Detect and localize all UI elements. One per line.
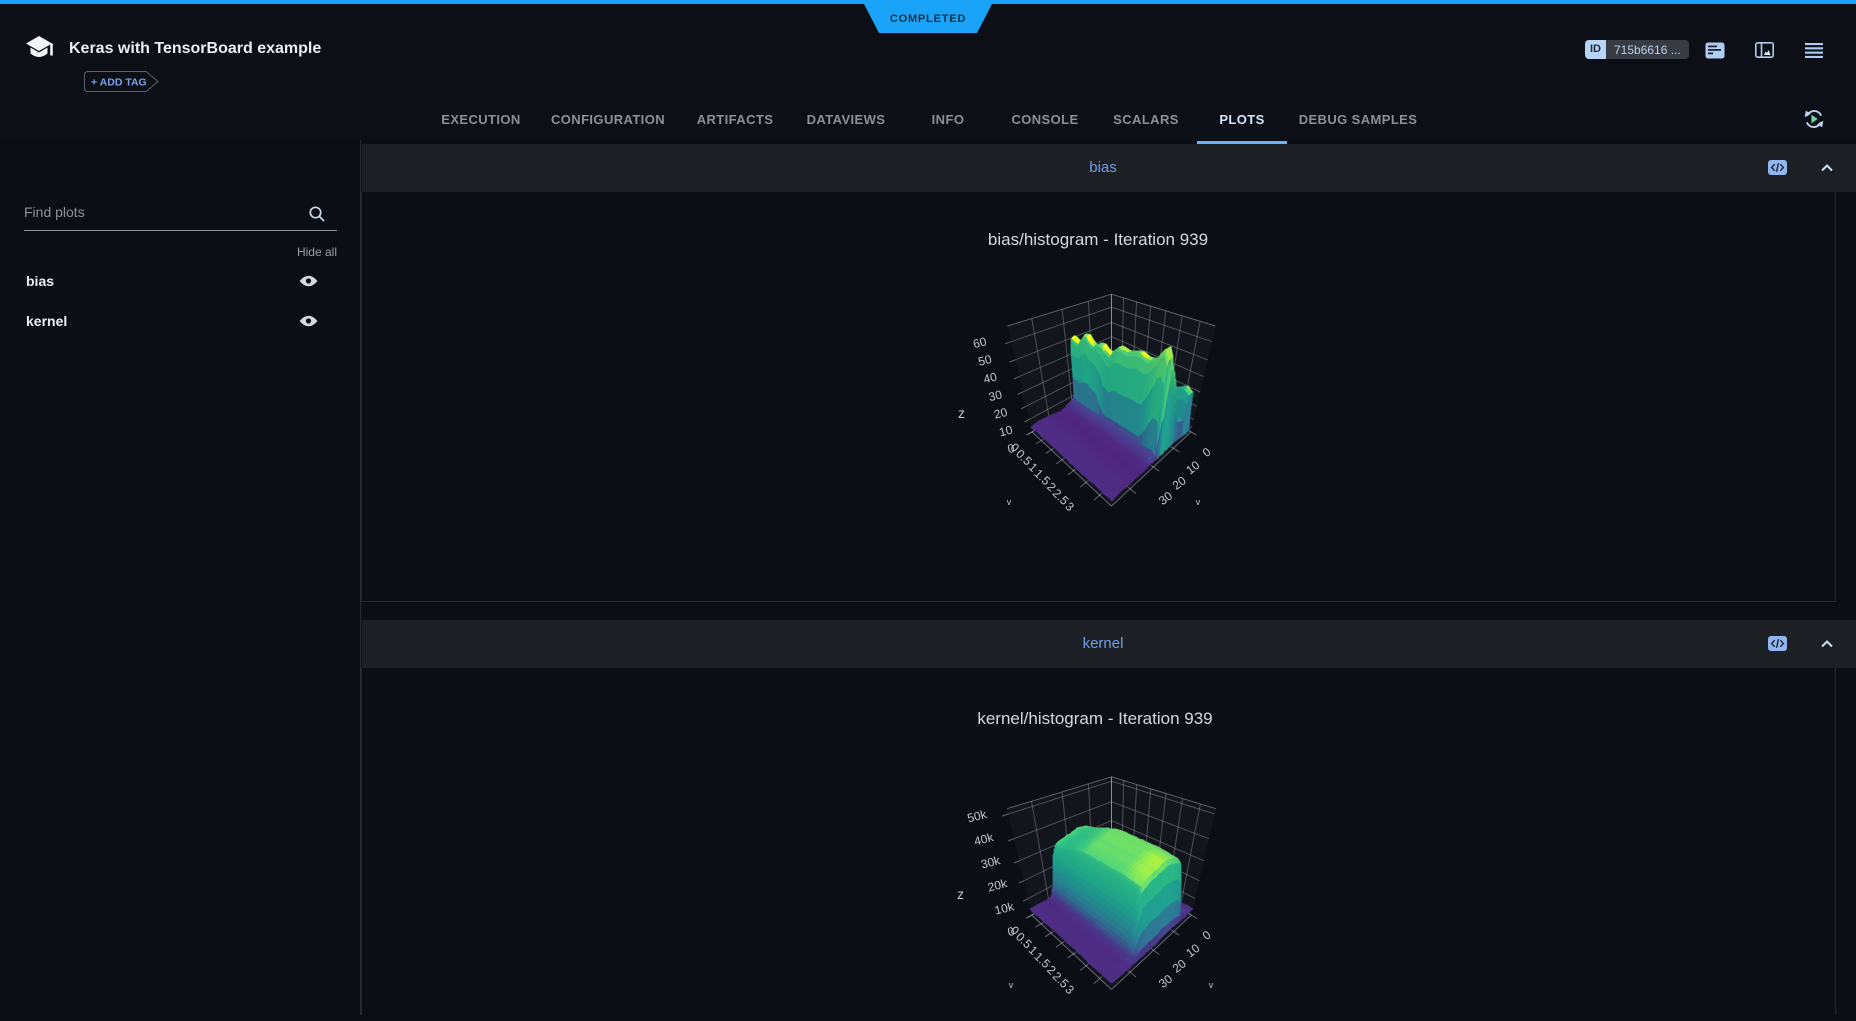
svg-text:20k: 20k [986, 876, 1009, 895]
svg-text:30: 30 [1156, 972, 1175, 991]
svg-text:+ ADD TAG: + ADD TAG [91, 77, 147, 89]
svg-text:40: 40 [982, 370, 999, 387]
svg-text:10: 10 [1183, 941, 1202, 960]
svg-text:30: 30 [1156, 489, 1175, 508]
svg-text:0: 0 [1200, 928, 1214, 943]
svg-text:0: 0 [1200, 445, 1214, 460]
svg-text:z: z [958, 405, 965, 421]
svg-text:bias/histogram - Iteration 939: bias/histogram - Iteration 939 [988, 230, 1208, 249]
svg-text:z: z [957, 886, 964, 902]
svg-text:30k: 30k [979, 853, 1002, 872]
svg-text:20: 20 [1170, 473, 1189, 492]
svg-text:10k: 10k [993, 899, 1016, 918]
svg-text:kernel/histogram - Iteration 9: kernel/histogram - Iteration 939 [977, 709, 1212, 728]
svg-text:v: v [1009, 980, 1014, 990]
svg-text:50k: 50k [966, 807, 989, 826]
svg-text:20: 20 [1170, 956, 1189, 975]
svg-text:10: 10 [998, 423, 1015, 440]
svg-text:v: v [1007, 497, 1012, 507]
svg-text:30: 30 [987, 387, 1004, 404]
svg-text:0: 0 [1006, 924, 1016, 939]
svg-text:v: v [1196, 497, 1201, 507]
svg-text:10: 10 [1183, 458, 1202, 477]
svg-text:50: 50 [977, 352, 994, 369]
svg-text:60: 60 [972, 334, 989, 351]
svg-text:v: v [1209, 980, 1214, 990]
svg-text:0: 0 [1006, 441, 1016, 456]
svg-text:20: 20 [992, 405, 1009, 422]
svg-text:40k: 40k [973, 830, 996, 849]
